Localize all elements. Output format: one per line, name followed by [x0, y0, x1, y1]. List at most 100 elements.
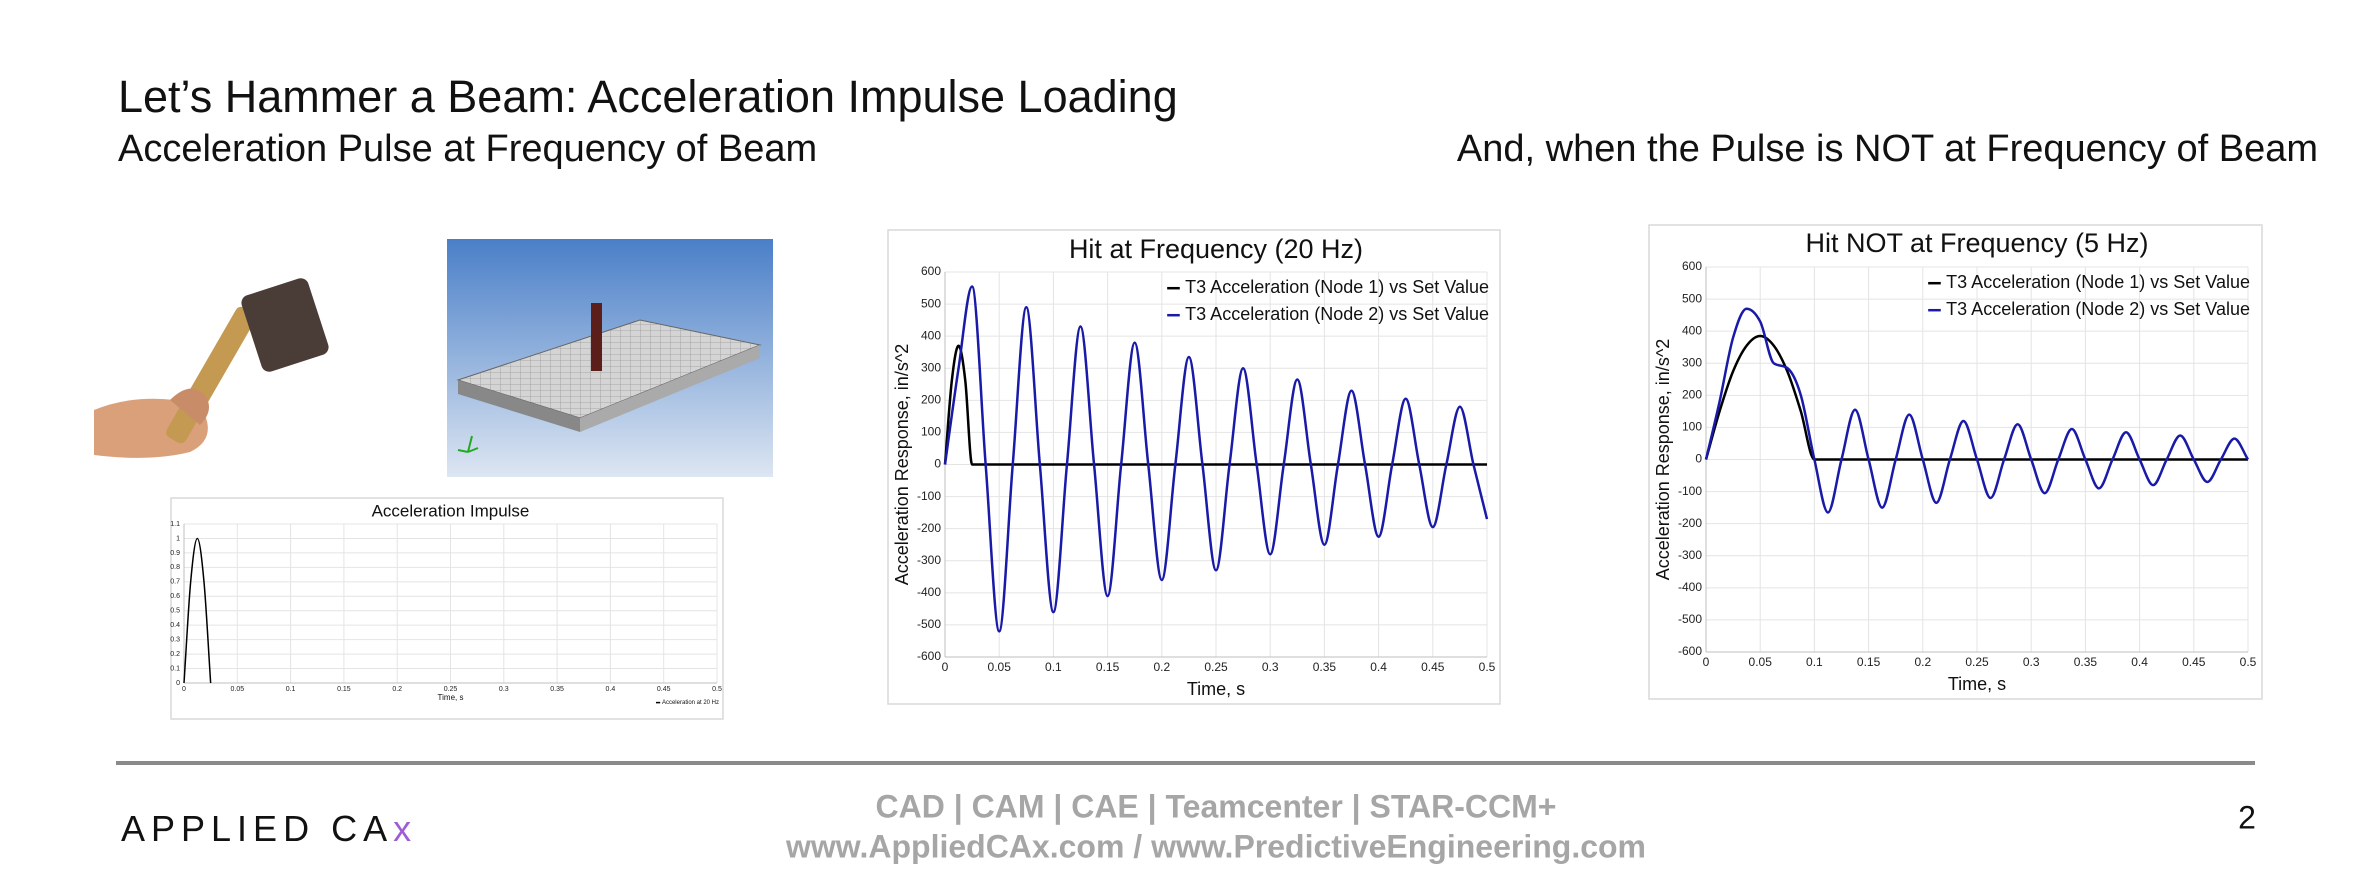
y-tick-label: 200: [921, 393, 941, 407]
legend-label: T3 Acceleration (Node 2) vs Set Value: [1946, 299, 2250, 319]
x-tick-label: 0.2: [1153, 660, 1170, 674]
y-tick-label: 300: [921, 360, 941, 374]
x-tick-label: 0.3: [499, 686, 509, 693]
x-tick-label: 0.4: [2131, 655, 2148, 669]
chart-title: Acceleration Impulse: [372, 501, 530, 520]
y-tick-label: 600: [1682, 259, 1702, 273]
x-tick-label: 0: [942, 660, 949, 674]
y-axis-label: Acceleration Response, in/s^2: [1653, 339, 1673, 581]
x-tick-label: 0.45: [657, 686, 671, 693]
chart-frame: [170, 497, 724, 720]
series-line: [943, 285, 1489, 633]
x-tick-label: 0.25: [1965, 655, 1989, 669]
y-tick-label: 0.5: [170, 608, 180, 615]
y-tick-label: 600: [921, 264, 941, 278]
y-tick-label: 0.4: [170, 622, 180, 629]
x-axis-label: Time, s: [438, 693, 464, 702]
x-tick-label: 0.3: [1262, 660, 1279, 674]
logo-accent: x: [393, 808, 417, 849]
y-tick-label: 1.1: [170, 521, 180, 528]
x-tick-label: 0.05: [230, 686, 244, 693]
x-tick-label: 0.45: [2182, 655, 2206, 669]
page-number: 2: [2238, 799, 2256, 835]
legend-label: Acceleration at 20 Hz: [662, 700, 719, 706]
x-tick-label: 0.25: [1204, 660, 1228, 674]
chart-title: Hit NOT at Frequency (5 Hz): [1805, 228, 2148, 258]
legend-label: T3 Acceleration (Node 1) vs Set Value: [1946, 272, 2250, 292]
y-tick-label: -600: [917, 649, 941, 663]
y-tick-label: 400: [1682, 323, 1702, 337]
subtitle-right: And, when the Pulse is NOT at Frequency …: [1457, 128, 2318, 170]
footer-line: www.AppliedCAx.com / www.PredictiveEngin…: [785, 828, 1646, 864]
y-tick-label: -300: [917, 553, 941, 567]
y-tick-label: 0: [934, 457, 941, 471]
x-axis-label: Time, s: [1187, 679, 1245, 699]
y-axis-label: Acceleration Response, in/s^2: [892, 344, 912, 586]
x-tick-label: 0.3: [2023, 655, 2040, 669]
x-tick-label: 0.15: [1096, 660, 1120, 674]
x-tick-label: 0.4: [606, 686, 616, 693]
hammer-image: [94, 278, 329, 458]
y-tick-label: -500: [917, 617, 941, 631]
y-tick-label: 300: [1682, 355, 1702, 369]
x-tick-label: 0.05: [988, 660, 1012, 674]
x-tick-label: 0: [182, 686, 186, 693]
slide-title: Let’s Hammer a Beam: Acceleration Impuls…: [118, 71, 1178, 122]
legend-label: T3 Acceleration (Node 1) vs Set Value: [1185, 277, 1489, 297]
y-tick-label: 400: [921, 328, 941, 342]
y-tick-label: 0.6: [170, 593, 180, 600]
series-line: [1704, 307, 2250, 514]
x-tick-label: 0.05: [1749, 655, 1773, 669]
x-tick-label: 0.1: [1806, 655, 1823, 669]
series-line: [943, 344, 1487, 466]
subtitle-left: Acceleration Pulse at Frequency of Beam: [118, 128, 817, 170]
y-tick-label: 0.2: [170, 651, 180, 658]
x-tick-label: 0.2: [1914, 655, 1931, 669]
x-axis-label: Time, s: [1948, 674, 2006, 694]
y-tick-label: 0.9: [170, 550, 180, 557]
y-tick-label: 100: [921, 425, 941, 439]
y-tick-label: 0: [1695, 452, 1702, 466]
logo: APPLIED CAx: [121, 808, 417, 849]
y-tick-label: 500: [921, 296, 941, 310]
x-tick-label: 0.25: [444, 686, 458, 693]
x-tick-label: 0.2: [392, 686, 402, 693]
series-line: [183, 537, 212, 684]
chart-frame: [887, 229, 1501, 705]
x-tick-label: 0.15: [337, 686, 351, 693]
chart-frame: [1648, 224, 2263, 700]
y-tick-label: -200: [1678, 516, 1702, 530]
series-line: [1704, 334, 2248, 461]
y-tick-label: -500: [1678, 612, 1702, 626]
y-tick-label: -300: [1678, 548, 1702, 562]
beam-image: [447, 239, 773, 477]
y-tick-label: -400: [917, 585, 941, 599]
y-tick-label: -100: [1678, 484, 1702, 498]
x-tick-label: 0.45: [1421, 660, 1445, 674]
y-tick-label: 500: [1682, 291, 1702, 305]
footer-line: CAD | CAM | CAE | Teamcenter | STAR-CCM+: [876, 788, 1557, 824]
x-tick-label: 0.35: [1313, 660, 1337, 674]
y-tick-label: 0.3: [170, 636, 180, 643]
legend-label: T3 Acceleration (Node 2) vs Set Value: [1185, 304, 1489, 324]
x-tick-label: 0.5: [1479, 660, 1496, 674]
x-tick-label: 0.4: [1370, 660, 1387, 674]
y-tick-label: -200: [917, 521, 941, 535]
y-tick-label: 0: [176, 680, 180, 687]
y-tick-label: 100: [1682, 420, 1702, 434]
y-tick-label: 200: [1682, 388, 1702, 402]
y-tick-label: -600: [1678, 644, 1702, 658]
y-tick-label: 0.8: [170, 564, 180, 571]
x-tick-label: 0.15: [1857, 655, 1881, 669]
x-tick-label: 0.5: [712, 686, 722, 693]
x-tick-label: 0.5: [2240, 655, 2257, 669]
y-tick-label: 0.1: [170, 665, 180, 672]
y-tick-label: 1: [176, 535, 180, 542]
y-tick-label: 0.7: [170, 579, 180, 586]
y-tick-label: -100: [917, 489, 941, 503]
logo-text: APPLIED CA: [121, 808, 393, 849]
chart-title: Hit at Frequency (20 Hz): [1069, 234, 1363, 264]
x-tick-label: 0.35: [550, 686, 564, 693]
x-tick-label: 0.1: [286, 686, 296, 693]
